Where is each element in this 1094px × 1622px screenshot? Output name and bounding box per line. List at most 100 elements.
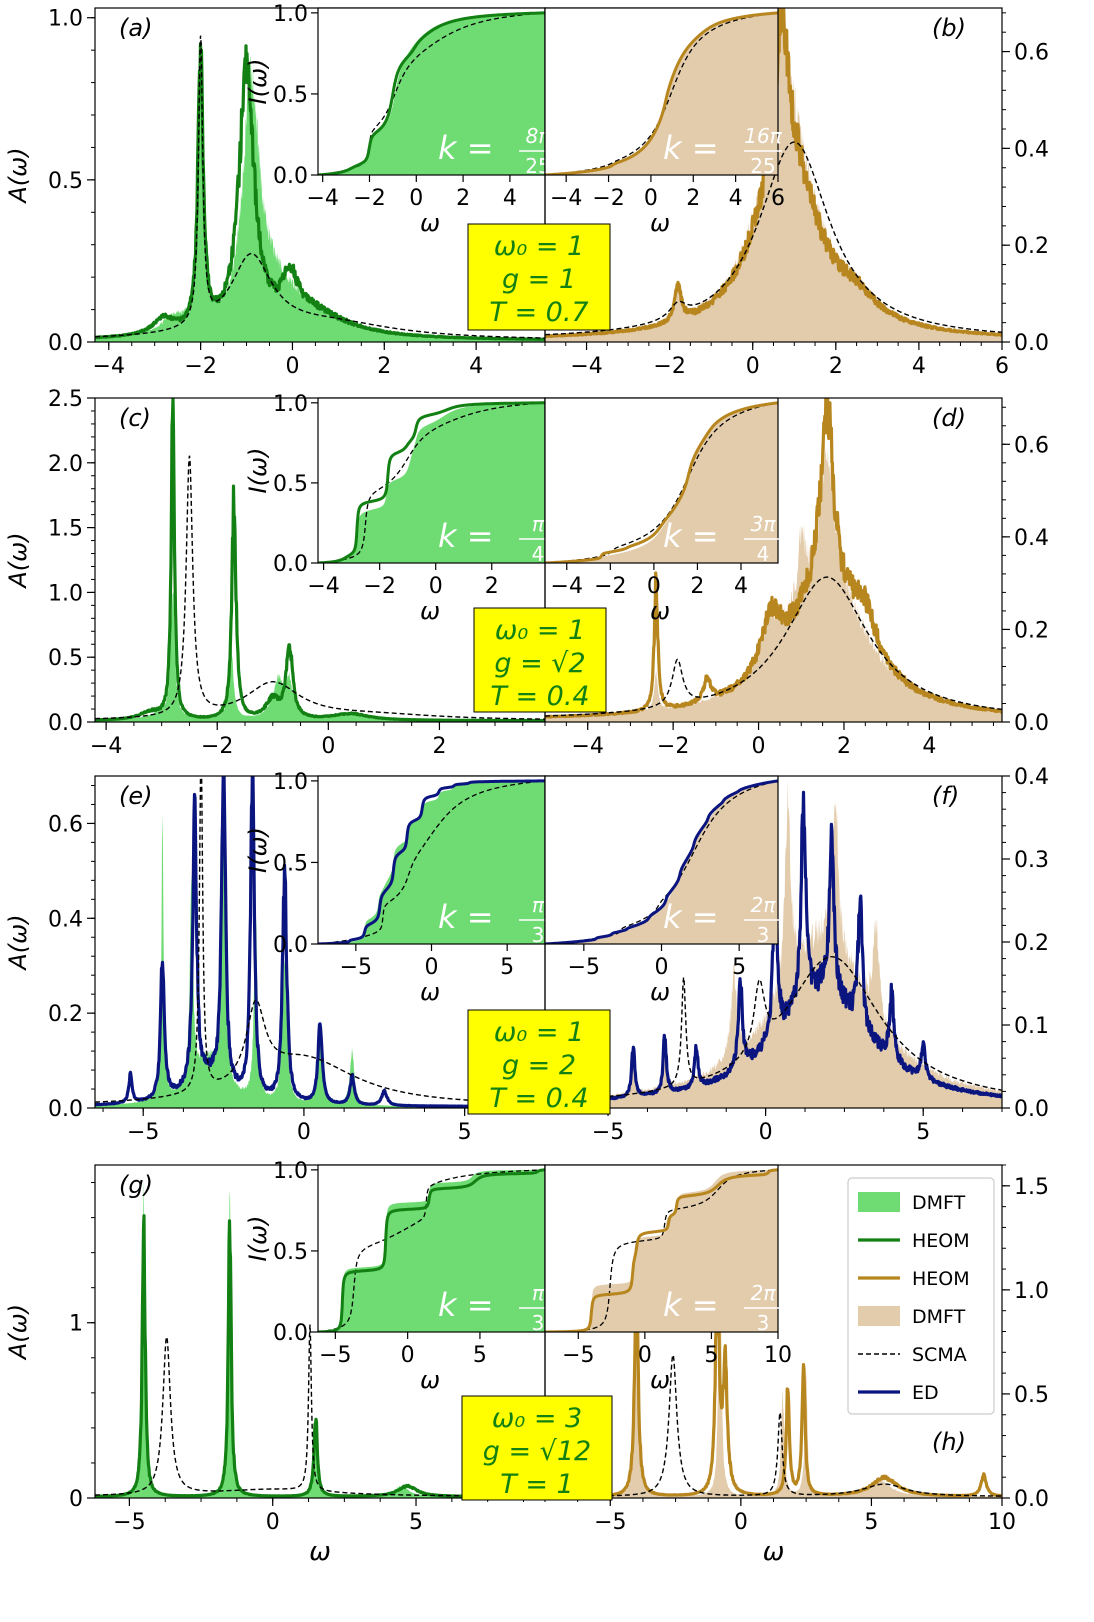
ytick-label: 0.5: [48, 646, 83, 671]
legend-label: ED: [912, 1382, 939, 1404]
xtick-label: −4: [90, 734, 122, 759]
inset-heom: [318, 11, 545, 175]
xtick-label: −5: [594, 1510, 626, 1535]
inset-xlabel: ω: [650, 1366, 670, 1394]
inset-ylabel: I(ω): [244, 1216, 272, 1262]
panel-label-d: (d): [932, 404, 966, 432]
legend-swatch: [858, 1192, 900, 1212]
inset-dmft: [545, 780, 778, 944]
inset-xtick-label: −2: [363, 574, 395, 599]
inset-scma: [318, 12, 545, 175]
inset-xtick-label: 0: [425, 955, 439, 980]
param-line: ω₀ = 3: [492, 1403, 582, 1434]
inset-ytick-label: 1.0: [273, 1159, 308, 1184]
legend-label: DMFT: [912, 1306, 966, 1328]
inset-ytick-label: 0.5: [273, 1240, 308, 1265]
inset-scma: [545, 780, 778, 944]
inset-ylabel: I(ω): [244, 59, 272, 105]
series-scma-d: [545, 576, 1002, 717]
inset-ylabel: I(ω): [244, 827, 272, 873]
param-line: ω₀ = 1: [494, 1017, 584, 1048]
inset-ed: [318, 779, 545, 944]
ylabel: A(ω): [4, 914, 32, 971]
k-label-num: π: [532, 893, 545, 917]
k-label-den: 4: [532, 542, 545, 566]
series-heom-a: [95, 42, 545, 341]
legend-label: DMFT: [912, 1192, 966, 1214]
xtick-label: 6: [995, 354, 1009, 379]
inset-xlabel: ω: [420, 978, 440, 1006]
xtick-label: 2: [837, 734, 851, 759]
panel-f: −5 0 5 0.0 0.1 0.2 0.3 0.4 (f) −5 0 5 ω k = 2π 3: [544, 765, 1049, 1145]
inset-xtick-label: −2: [592, 186, 624, 211]
inset-dmft: [545, 402, 778, 563]
inset-xtick-label: 2: [485, 574, 499, 599]
series-heom-d: [545, 398, 1002, 719]
panel-label-e: (e): [119, 782, 153, 810]
panel-label-g: (g): [119, 1171, 153, 1199]
ytick-label: 0.0: [48, 331, 83, 356]
inset-dmft: [318, 12, 545, 175]
k-label-den: 25: [750, 154, 775, 178]
inset-dmft: [318, 402, 545, 563]
inset-xtick-label: 5: [704, 1343, 718, 1368]
param-box-bg: [473, 607, 607, 713]
inset-heom: [545, 401, 778, 563]
xtick-label: 0: [759, 1120, 773, 1145]
param-box-4: ω₀ = 3g = √12T = 1: [461, 1395, 613, 1501]
legend-label: HEOM: [912, 1268, 970, 1290]
series-scma-e: [95, 776, 545, 1105]
k-label-num: 2π: [751, 1281, 777, 1305]
inset-scma: [318, 1169, 545, 1332]
xtick-label: 5: [864, 1510, 878, 1535]
ytick-label: 2.0: [48, 452, 83, 477]
panel-label-f: (f): [932, 782, 959, 810]
panel-label-a: (a): [119, 14, 152, 42]
inset-xtick-label: −5: [562, 1343, 594, 1368]
inset-xlabel: ω: [420, 1366, 440, 1394]
param-line: ω₀ = 1: [495, 615, 585, 646]
ytick-label: 0.0: [48, 711, 83, 736]
ytick-label: 0.0: [1014, 1487, 1049, 1512]
panel-label-c: (c): [119, 404, 151, 432]
k-label-prefix: k =: [663, 898, 719, 936]
inset-xtick-label: −4: [306, 186, 338, 211]
series-dmft-f: [545, 779, 1002, 1108]
inset-heom: [318, 1168, 545, 1332]
legend: DMFT HEOM HEOM DMFT SCMA ED: [847, 1177, 995, 1415]
inset-xtick-label: 0: [647, 574, 661, 599]
inset-d: −4 −2 0 2 4 ω k = 3π 4: [544, 397, 782, 625]
inset-xtick-label: 4: [734, 574, 748, 599]
series-heom-h: [545, 1246, 1002, 1498]
inset-ytick-label: 0.5: [273, 83, 308, 108]
series-scma-f: [545, 956, 1002, 1101]
ylabel: A(ω): [4, 1304, 32, 1361]
k-label-num: 3π: [751, 512, 777, 536]
param-line: g = 2: [502, 1050, 576, 1081]
param-line: T = 0.4: [490, 681, 589, 712]
inset-frame: [544, 1164, 779, 1333]
param-line: T = 0.4: [489, 1083, 588, 1114]
xtick-label: 2: [829, 354, 843, 379]
series-scma-h: [545, 1352, 1002, 1498]
panel-label-h: (h): [932, 1428, 966, 1456]
inset-xtick-label: 0: [638, 1343, 652, 1368]
xtick-label: 0: [752, 734, 766, 759]
xtick-label: −2: [184, 354, 216, 379]
inset-xtick-label: 2: [686, 186, 700, 211]
inset-xtick-label: −2: [594, 574, 626, 599]
series-scma-a: [95, 35, 545, 339]
k-label-num: π: [532, 1281, 545, 1305]
k-label-num: π: [532, 512, 545, 536]
inset-ytick-label: 1.0: [273, 2, 308, 27]
inset-xtick-label: 0: [644, 186, 658, 211]
k-label-prefix: k =: [438, 1286, 494, 1324]
inset-xtick-label: −4: [307, 574, 339, 599]
inset-ylabel: I(ω): [244, 448, 272, 494]
series-scma-g: [95, 1324, 545, 1497]
inset-xlabel: ω: [420, 597, 440, 625]
inset-heom: [545, 11, 778, 175]
